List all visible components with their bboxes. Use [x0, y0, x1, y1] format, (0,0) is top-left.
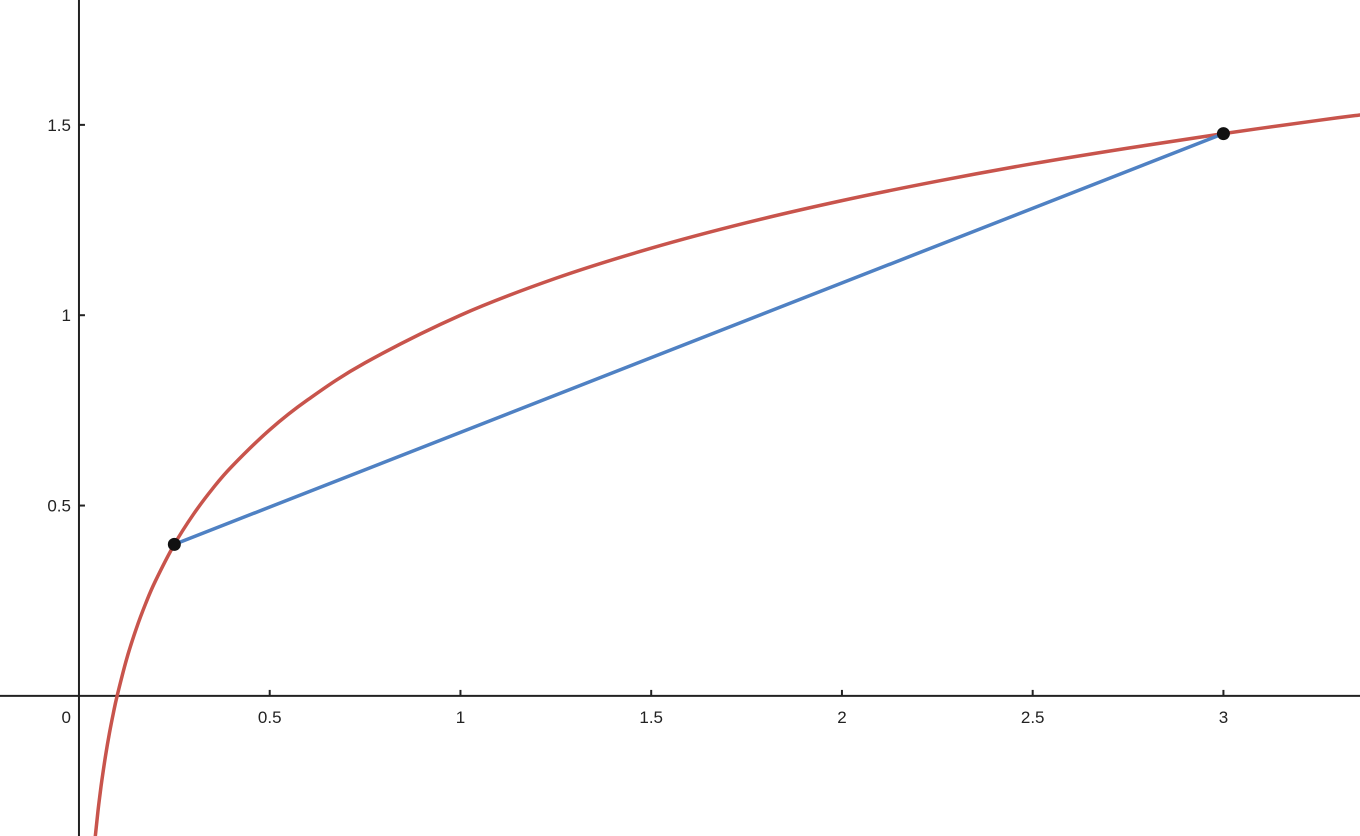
y-tick-label: 1.5 [47, 116, 71, 135]
x-tick-label: 2.5 [1021, 708, 1045, 727]
secant-line [172, 131, 1226, 547]
x-tick-label: 3 [1219, 708, 1228, 727]
y-tick-label: 0.5 [47, 497, 71, 516]
x-tick-label: 0.5 [258, 708, 282, 727]
data-point [167, 537, 181, 551]
function-curve [93, 113, 1360, 836]
data-point [1216, 127, 1230, 141]
origin-label: 0 [61, 708, 70, 727]
x-tick-label: 1.5 [639, 708, 663, 727]
x-tick-label: 1 [456, 708, 465, 727]
y-tick-label: 1 [61, 306, 70, 325]
x-tick-label: 2 [837, 708, 846, 727]
